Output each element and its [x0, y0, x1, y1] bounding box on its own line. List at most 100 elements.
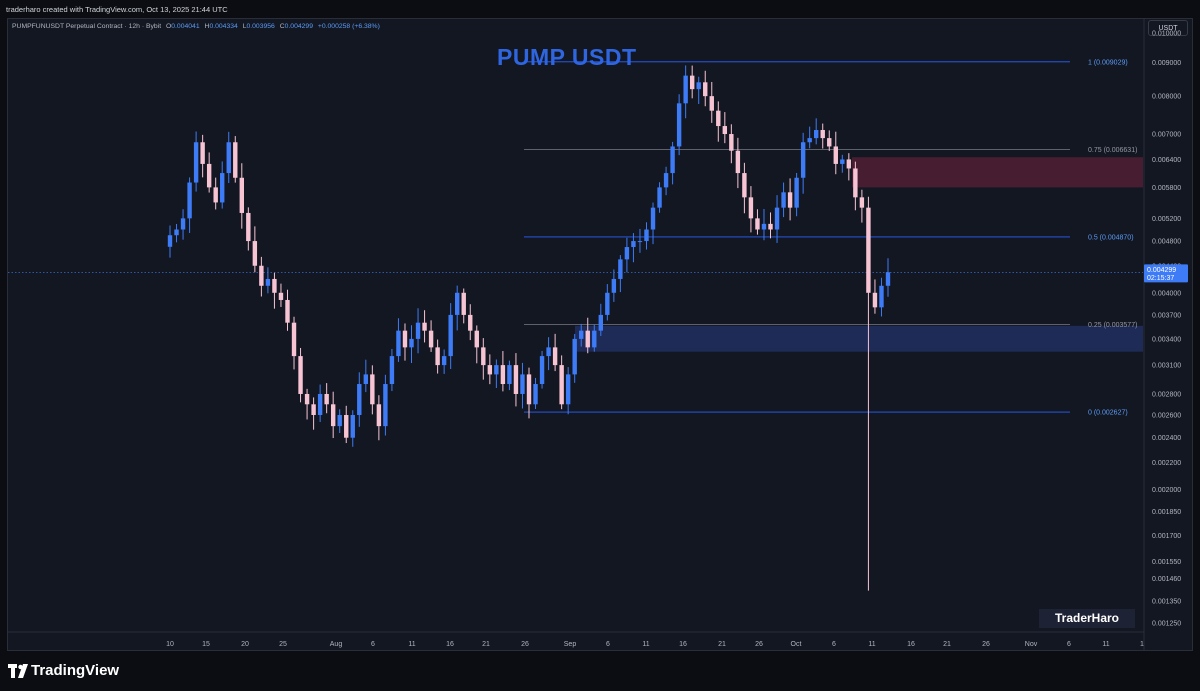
- chart-title: PUMP USDT: [497, 44, 637, 70]
- candle-body: [696, 82, 701, 90]
- symbol-name: PUMPFUNUSDT Perpetual Contract · 12h · B…: [12, 23, 162, 30]
- y-tick-label: 0.003700: [1152, 312, 1181, 319]
- candle-body: [507, 365, 512, 385]
- tradingview-logo-icon[interactable]: [8, 662, 30, 680]
- candle-body: [265, 278, 271, 286]
- candle-body: [663, 173, 669, 188]
- candle-body: [611, 278, 617, 293]
- y-tick-label: 0.004000: [1152, 290, 1181, 297]
- candle-body: [383, 384, 388, 427]
- x-tick-label: 16: [907, 641, 915, 648]
- candle-body: [180, 218, 186, 230]
- open-value: 0.004041: [171, 23, 200, 30]
- candle-body: [487, 365, 493, 375]
- candle-body: [494, 365, 499, 375]
- y-tick-label: 0.004800: [1152, 239, 1181, 246]
- open-label: O: [165, 23, 172, 30]
- candle-body: [376, 404, 382, 427]
- candle-body: [474, 330, 479, 348]
- y-tick-label: 0.006400: [1152, 157, 1181, 164]
- candle-body: [539, 356, 545, 385]
- candle-body: [624, 247, 630, 260]
- y-tick-label: 0.002400: [1152, 435, 1181, 442]
- candle-body: [455, 292, 460, 315]
- candle-body: [748, 197, 754, 219]
- x-tick-label: 20: [241, 641, 249, 648]
- x-tick-label: 21: [718, 641, 726, 648]
- candle-body: [304, 393, 310, 405]
- candle-body: [846, 159, 852, 169]
- x-tick-label: 6: [371, 641, 375, 648]
- candle-body: [233, 142, 238, 178]
- y-tick-label: 0.001460: [1152, 576, 1181, 583]
- y-tick-label: 0.003400: [1152, 336, 1181, 343]
- candle-body: [618, 259, 623, 279]
- candle-body: [422, 322, 427, 331]
- candle-body: [461, 292, 466, 315]
- candle-body: [448, 314, 453, 357]
- candle-body: [435, 347, 440, 366]
- candle-body: [676, 103, 682, 147]
- y-tick-label: 0.003100: [1152, 363, 1181, 370]
- y-tick-label: 0.001550: [1152, 559, 1181, 566]
- fib-level-label: 0.5 (0.004870): [1088, 234, 1134, 241]
- y-tick-label: 0.002600: [1152, 413, 1181, 420]
- candle-body: [827, 138, 832, 147]
- candle-body: [206, 163, 212, 188]
- low-label: L: [242, 23, 247, 30]
- x-tick-label: 1: [1140, 641, 1144, 648]
- candle-body: [833, 146, 838, 164]
- candle-body: [742, 173, 747, 198]
- candle-body: [872, 292, 878, 308]
- currency-button[interactable]: USDT: [1148, 20, 1188, 36]
- candle-body: [579, 330, 584, 339]
- candle-body: [546, 347, 551, 357]
- candle-body: [311, 404, 316, 416]
- x-tick-label: 11: [868, 641, 875, 648]
- x-tick-label: 21: [482, 641, 490, 648]
- candle-body: [291, 322, 297, 357]
- candle-body: [298, 356, 303, 394]
- candle-body: [572, 338, 577, 375]
- author-watermark: TraderHaro: [1039, 609, 1135, 628]
- candle-body: [220, 173, 225, 203]
- candle-body: [428, 330, 434, 348]
- tradingview-brand[interactable]: TradingView: [31, 662, 120, 679]
- y-tick-label: 0.002800: [1152, 391, 1181, 398]
- y-tick-label: 0.001250: [1152, 620, 1181, 627]
- x-tick-label: 6: [832, 641, 836, 648]
- candle-body: [670, 146, 675, 174]
- candle-body: [650, 207, 656, 230]
- candle-body: [213, 187, 218, 203]
- fib-level-label: 0 (0.002627): [1088, 410, 1128, 417]
- candle-body: [703, 82, 708, 97]
- x-tick-label: Aug: [330, 641, 343, 648]
- high-value: 0.004334: [209, 23, 238, 30]
- candle-body: [500, 365, 506, 385]
- close-label: C: [279, 23, 285, 30]
- candle-body: [598, 314, 603, 331]
- candle-body: [644, 229, 649, 242]
- fib-level-label: 1 (0.009029): [1088, 59, 1128, 66]
- candle-body: [533, 384, 538, 405]
- candle-body: [637, 241, 643, 243]
- fib-level-label: 0.75 (0.006631): [1088, 147, 1137, 154]
- candle-body: [729, 134, 734, 151]
- candle-body: [774, 207, 780, 230]
- y-tick-label: 0.001350: [1152, 598, 1181, 605]
- y-tick-label: 0.001850: [1152, 509, 1181, 516]
- x-tick-label: 11: [408, 641, 415, 648]
- candle-body: [167, 235, 173, 247]
- candle-body: [820, 130, 825, 139]
- y-tick-label: 0.002000: [1152, 487, 1181, 494]
- x-tick-label: 6: [606, 641, 610, 648]
- x-tick-label: 11: [1102, 641, 1109, 648]
- candle-body: [252, 241, 258, 266]
- y-tick-label: 0.002200: [1152, 460, 1181, 467]
- candle-body: [885, 272, 891, 286]
- candle-body: [350, 415, 355, 438]
- top-bar: traderharo created with TradingView.com,…: [0, 0, 1200, 18]
- candle-body: [363, 374, 369, 385]
- candle-body: [239, 177, 244, 213]
